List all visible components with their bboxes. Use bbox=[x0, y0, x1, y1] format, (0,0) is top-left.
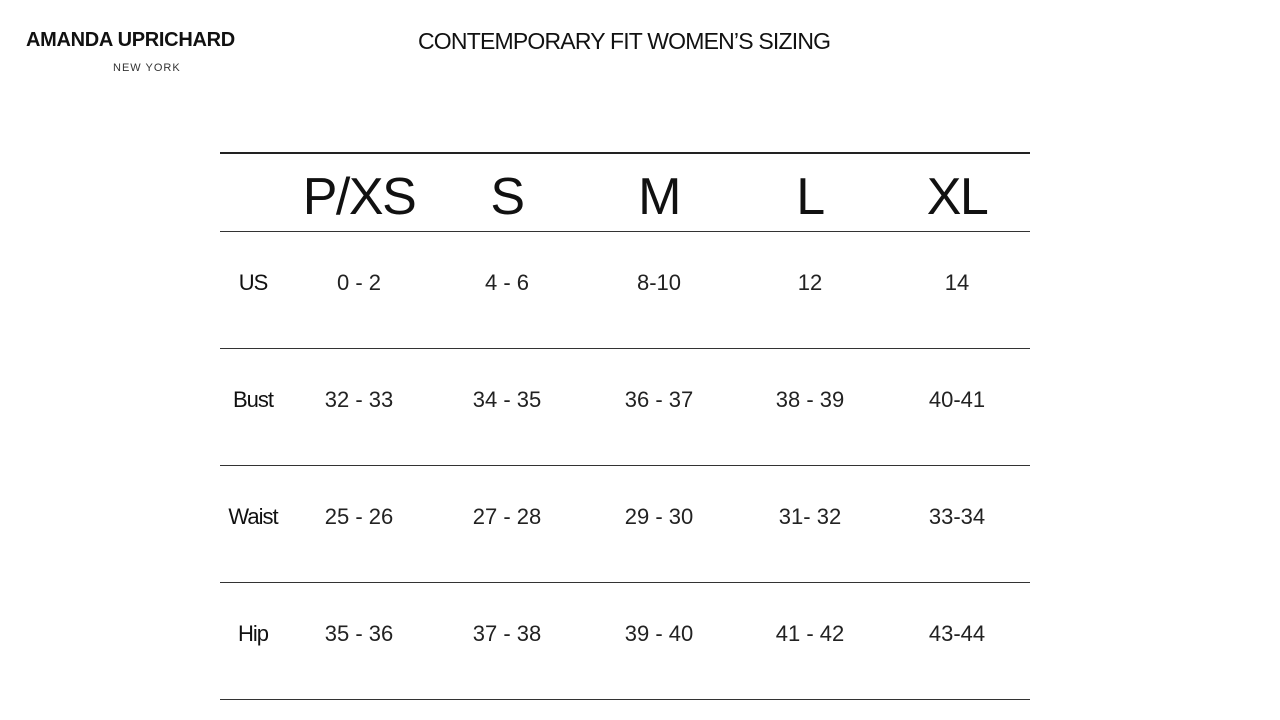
table-row: US 0 - 2 4 - 6 8-10 12 14 bbox=[220, 232, 1030, 349]
table-row: Waist 25 - 26 27 - 28 29 - 30 31- 32 33-34 bbox=[220, 466, 1030, 583]
brand-city: NEW YORK bbox=[113, 62, 181, 74]
table-cell: 27 - 28 bbox=[472, 504, 542, 529]
table-cell: 14 bbox=[944, 270, 970, 295]
table-cell: 34 - 35 bbox=[472, 387, 542, 412]
column-header: S bbox=[490, 167, 525, 226]
table-cell: 33-34 bbox=[928, 504, 986, 529]
page-title: CONTEMPORARY FIT WOMEN’S SIZING bbox=[418, 28, 831, 54]
table-cell: 29 - 30 bbox=[624, 504, 694, 529]
table-cell: 40-41 bbox=[928, 387, 986, 412]
table-cell: 31- 32 bbox=[778, 504, 842, 529]
table-row: Hip 35 - 36 37 - 38 39 - 40 41 - 42 43-44 bbox=[220, 583, 1030, 700]
row-label: Hip bbox=[237, 621, 269, 646]
table-cell: 39 - 40 bbox=[624, 621, 694, 646]
column-header: XL bbox=[926, 167, 989, 226]
table-cell: 25 - 26 bbox=[324, 504, 394, 529]
table-row: Bust 32 - 33 34 - 35 36 - 37 38 - 39 40-41 bbox=[220, 349, 1030, 466]
table-cell: 43-44 bbox=[928, 621, 986, 646]
row-label: Bust bbox=[232, 387, 274, 412]
table-cell: 4 - 6 bbox=[484, 270, 530, 295]
table-cell: 36 - 37 bbox=[624, 387, 694, 412]
column-header: M bbox=[638, 167, 681, 226]
table-cell: 41 - 42 bbox=[775, 621, 845, 646]
table-cell: 32 - 33 bbox=[324, 387, 394, 412]
table-cell: 12 bbox=[797, 270, 823, 295]
brand-logo: AMANDA UPRICHARD bbox=[26, 29, 235, 51]
column-header bbox=[220, 189, 286, 197]
table-cell: 35 - 36 bbox=[324, 621, 394, 646]
table-cell: 38 - 39 bbox=[775, 387, 845, 412]
row-label: Waist bbox=[228, 504, 278, 529]
row-label: US bbox=[238, 270, 269, 295]
column-header: P/XS bbox=[302, 167, 417, 226]
table-cell: 0 - 2 bbox=[336, 270, 382, 295]
size-chart-table: P/XS S M L XL US 0 - 2 4 - 6 8-10 12 14 Bust 32… bbox=[220, 152, 1030, 700]
table-cell: 37 - 38 bbox=[472, 621, 542, 646]
table-cell: 8-10 bbox=[636, 270, 682, 295]
table-header-row: P/XS S M L XL bbox=[220, 154, 1030, 232]
column-header: L bbox=[796, 167, 825, 226]
